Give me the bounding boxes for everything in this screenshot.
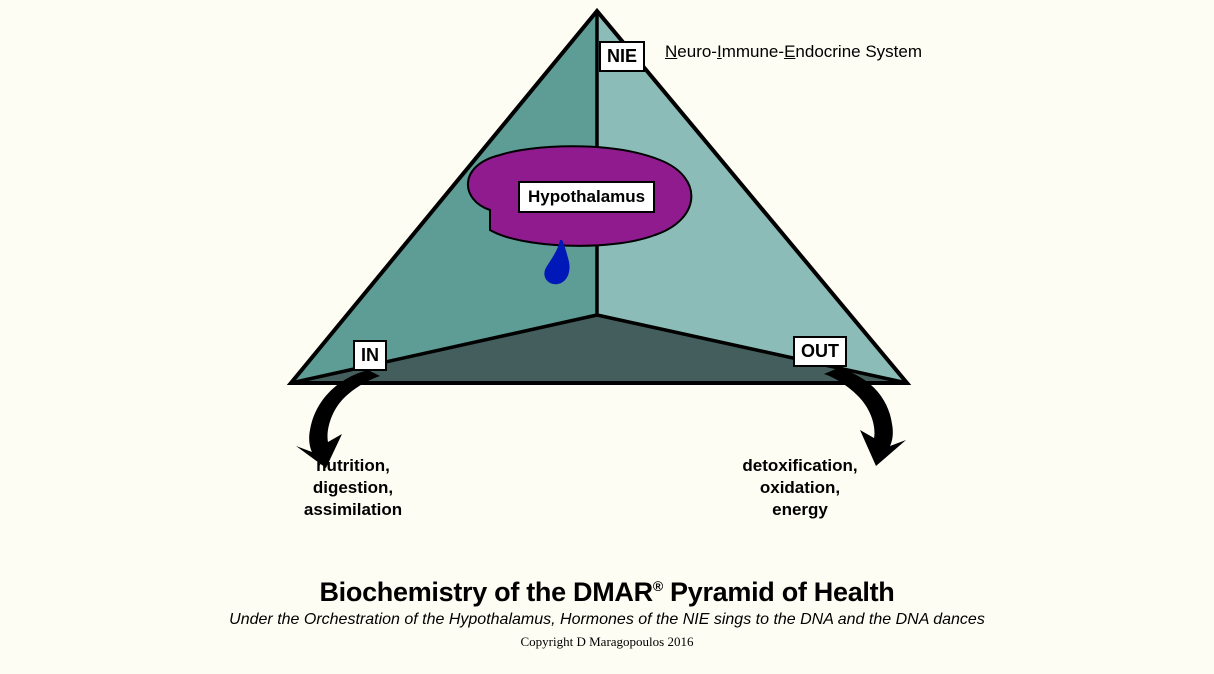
in-descriptors: nutrition, digestion, assimilation bbox=[278, 455, 428, 521]
diagram-title: Biochemistry of the DMAR® Pyramid of Hea… bbox=[0, 577, 1214, 608]
out-descriptors: detoxification, oxidation, energy bbox=[710, 455, 890, 521]
vertex-label-left: IN bbox=[353, 340, 387, 371]
nie-expansion: Neuro-Immune-Endocrine System bbox=[665, 42, 922, 62]
title-post: Pyramid of Health bbox=[663, 577, 895, 607]
in-line3: assimilation bbox=[278, 499, 428, 521]
title-reg: ® bbox=[653, 578, 663, 594]
copyright: Copyright D Maragopoulos 2016 bbox=[0, 634, 1214, 650]
title-pre: Biochemistry of the DMAR bbox=[319, 577, 652, 607]
out-line3: energy bbox=[710, 499, 890, 521]
in-line2: digestion, bbox=[278, 477, 428, 499]
diagram-subtitle: Under the Orchestration of the Hypothala… bbox=[0, 611, 1214, 629]
in-line1: nutrition, bbox=[278, 455, 428, 477]
hypothalamus-label: Hypothalamus bbox=[518, 181, 655, 213]
vertex-label-top: NIE bbox=[599, 41, 645, 72]
out-line2: oxidation, bbox=[710, 477, 890, 499]
out-line1: detoxification, bbox=[710, 455, 890, 477]
vertex-label-right: OUT bbox=[793, 336, 847, 367]
pyramid-diagram bbox=[0, 0, 1214, 674]
